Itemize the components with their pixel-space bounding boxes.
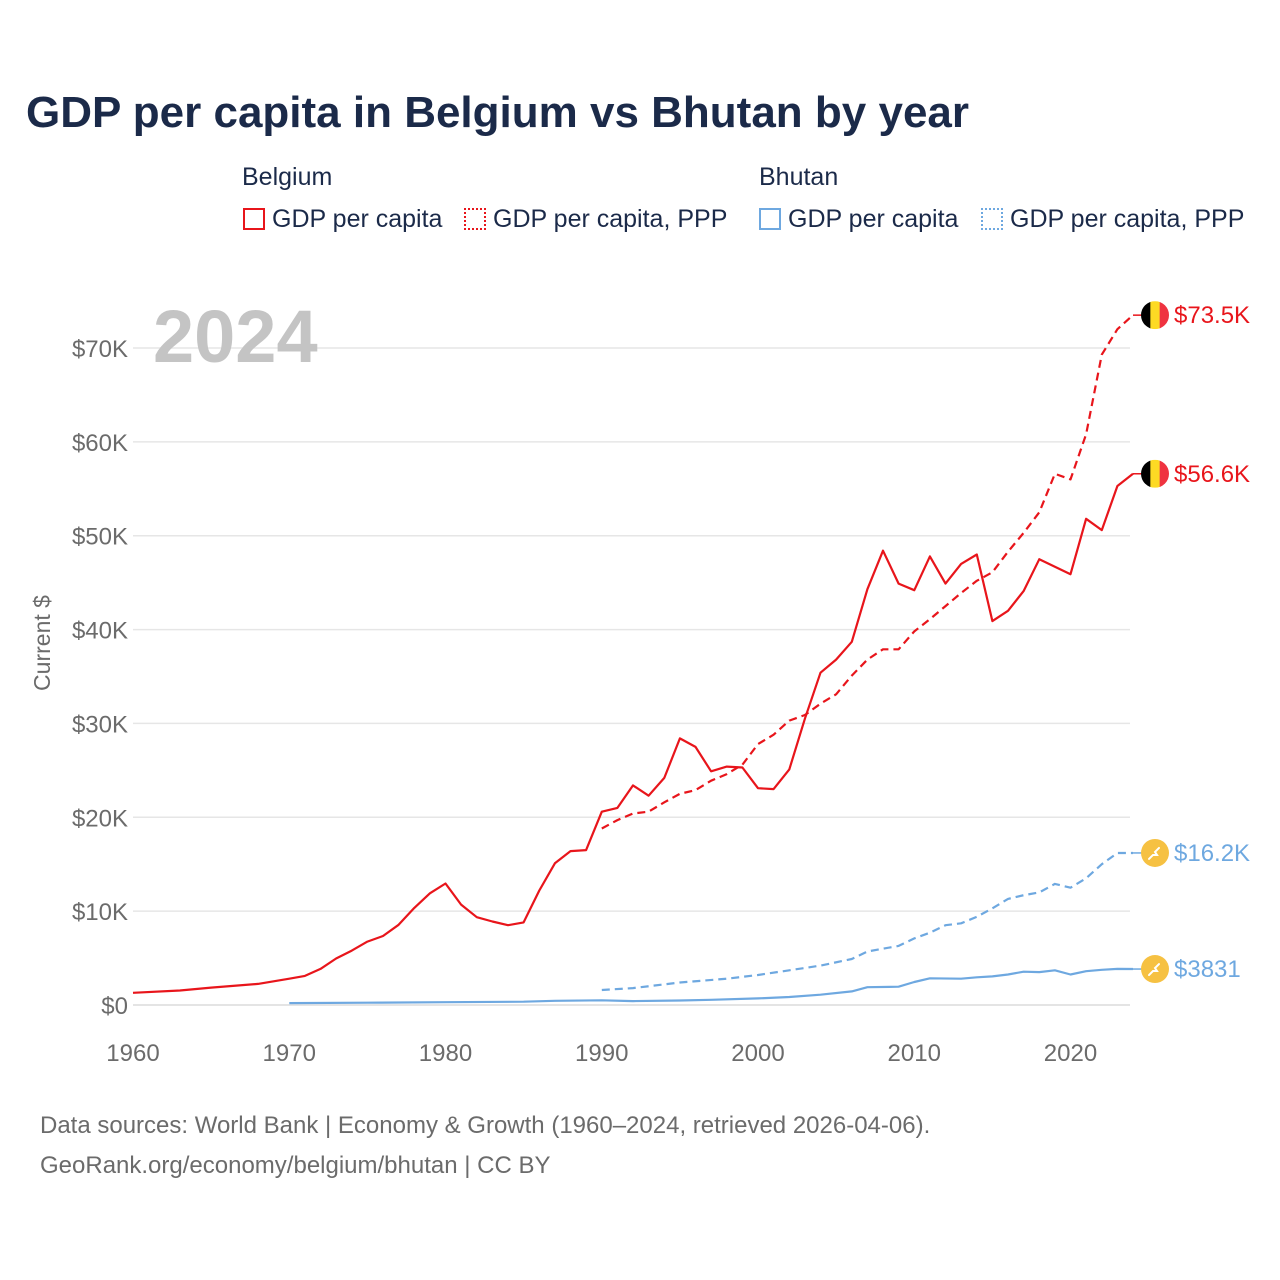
dragon-glyph [1148, 963, 1160, 977]
flag-stripe-black [1141, 459, 1151, 488]
legend-group-bhutan: Bhutan [759, 163, 839, 191]
end-value-label: $56.6K [1174, 461, 1250, 488]
y-tick-label: $60K [72, 430, 128, 457]
legend-label: GDP per capita, PPP [1010, 204, 1245, 233]
end-value-label: $16.2K [1174, 840, 1250, 867]
legend-swatch-belgium-solid [243, 208, 265, 230]
flag-stripe-red [1159, 459, 1169, 488]
legend-group-belgium: Belgium [242, 163, 333, 191]
x-tick-label: 2020 [1044, 1040, 1097, 1067]
legend-item-belgium-ppp[interactable]: GDP per capita, PPP [464, 204, 727, 234]
source-url: GeoRank.org/economy/belgium/bhutan | CC … [40, 1152, 551, 1179]
x-tick-label: 2010 [888, 1040, 941, 1067]
legend-label: GDP per capita [272, 204, 443, 233]
series-line-belgium-solid [132, 472, 1134, 994]
y-tick-label: $40K [72, 618, 128, 645]
end-markers: $56.6K $73.5K $3831 $16.2K [1133, 301, 1250, 984]
end-value-label: $73.5K [1174, 302, 1250, 329]
legend-swatch-bhutan-dotted [981, 208, 1003, 230]
year-watermark: 2024 [153, 295, 318, 378]
x-tick-label: 2000 [731, 1040, 784, 1067]
x-axis-ticks: 1960 1970 1980 1990 2000 2010 2020 [106, 1040, 1097, 1067]
x-tick-label: 1980 [419, 1040, 472, 1067]
y-axis-ticks: $0 $10K $20K $30K $40K $50K $60K $70K [72, 336, 128, 1020]
source-note: Data sources: World Bank | Economy & Gro… [40, 1106, 930, 1186]
y-tick-label: $30K [72, 711, 128, 738]
dragon-glyph [1148, 846, 1160, 860]
x-tick-label: 1990 [575, 1040, 628, 1067]
y-tick-label: $10K [72, 899, 128, 926]
flag-stripe-yellow [1150, 301, 1160, 330]
x-tick-label: 1960 [106, 1040, 159, 1067]
series-line-bhutan-dashed [601, 851, 1133, 992]
chart-title: GDP per capita in Belgium vs Bhutan by y… [26, 88, 970, 137]
x-tick-label: 1970 [263, 1040, 316, 1067]
y-axis-label: Current $ [29, 595, 55, 691]
bhutan-flag-icon [1141, 955, 1169, 984]
gridlines [133, 347, 1130, 1006]
legend-label: GDP per capita, PPP [493, 204, 728, 233]
legend-swatch-belgium-dotted [464, 208, 486, 230]
legend-label: GDP per capita [788, 204, 959, 233]
flag-stripe-black [1141, 301, 1151, 330]
source-line: Data sources: World Bank | Economy & Gro… [40, 1112, 931, 1139]
end-value-label: $3831 [1174, 956, 1241, 983]
legend-swatch-bhutan-solid [759, 208, 781, 230]
y-tick-label: $0 [101, 993, 128, 1020]
legend-item-belgium-gdp[interactable]: GDP per capita [243, 204, 442, 234]
y-tick-label: $20K [72, 805, 128, 832]
belgium-flag-icon [1141, 301, 1169, 330]
legend-item-bhutan-ppp[interactable]: GDP per capita, PPP [981, 204, 1244, 234]
series-line-belgium-dashed [601, 314, 1134, 830]
y-tick-label: $70K [72, 336, 128, 363]
belgium-flag-icon [1141, 459, 1169, 488]
legend-item-bhutan-gdp[interactable]: GDP per capita [759, 204, 958, 234]
y-tick-label: $50K [72, 524, 128, 551]
bhutan-flag-icon [1141, 838, 1169, 867]
series-line-bhutan-solid [289, 967, 1134, 1005]
flag-stripe-yellow [1150, 459, 1160, 488]
series-lines [132, 314, 1134, 1005]
flag-stripe-red [1159, 301, 1169, 330]
